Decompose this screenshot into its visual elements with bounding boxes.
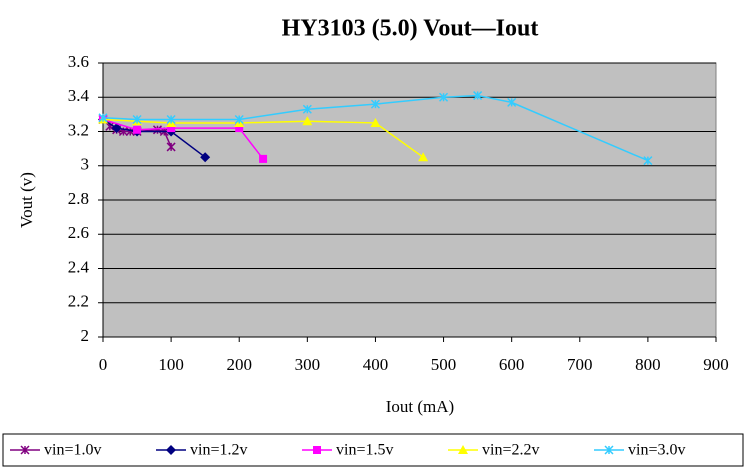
y-tick-label: 3.2	[68, 120, 89, 139]
marker	[132, 114, 142, 125]
legend-text: vin=3.0v	[628, 442, 685, 459]
x-tick-label: 400	[363, 355, 389, 374]
x-tick-label: 900	[703, 355, 729, 374]
marker	[152, 125, 163, 135]
y-tick-label: 2.8	[68, 189, 89, 208]
marker	[166, 114, 176, 125]
series-line	[102, 94, 649, 162]
marker	[302, 104, 312, 114]
chart-title: HY3103 (5.0) Vout—Iout	[282, 16, 539, 42]
x-tick-label: 600	[499, 355, 525, 374]
y-tick-label: 3.4	[68, 86, 90, 105]
marker	[418, 152, 429, 162]
y-tick-label: 3.6	[68, 52, 89, 71]
marker	[133, 125, 142, 134]
marker	[200, 152, 211, 163]
marker	[259, 154, 268, 163]
legend-text: vin=1.0v	[44, 442, 101, 459]
marker	[111, 123, 122, 134]
legend-text: vin=1.2v	[190, 442, 247, 459]
y-tick-label: 2.4	[68, 257, 90, 276]
marker	[473, 91, 483, 101]
x-tick-label: 800	[635, 355, 661, 374]
marker	[507, 97, 517, 107]
x-tick-label: 200	[226, 355, 252, 374]
marker	[235, 124, 244, 133]
marker	[302, 116, 313, 126]
x-tick-label: 500	[431, 355, 457, 374]
x-tick-label: 0	[99, 355, 108, 374]
x-axis-label: Iout (mA)	[386, 397, 454, 416]
marker	[370, 99, 380, 109]
y-tick-label: 3	[81, 155, 90, 174]
legend-text: vin=2.2v	[482, 442, 539, 459]
x-tick-label: 300	[295, 355, 321, 374]
marker	[234, 114, 244, 125]
marker	[20, 445, 30, 455]
marker	[166, 142, 176, 152]
marker	[370, 117, 381, 127]
legend-text: vin=1.5v	[336, 442, 393, 459]
y-tick-label: 2	[81, 326, 90, 345]
y-tick-label: 2.6	[68, 223, 89, 242]
marker	[313, 446, 321, 454]
marker	[166, 445, 176, 455]
x-tick-label: 100	[158, 355, 184, 374]
marker	[604, 445, 614, 455]
marker	[643, 156, 653, 166]
marker	[439, 92, 449, 102]
marker	[98, 113, 108, 123]
marker	[458, 445, 468, 454]
marker	[167, 124, 176, 133]
y-axis-label: Vout (v)	[17, 172, 36, 228]
x-tick-label: 700	[567, 355, 593, 374]
y-tick-label: 2.2	[68, 292, 89, 311]
